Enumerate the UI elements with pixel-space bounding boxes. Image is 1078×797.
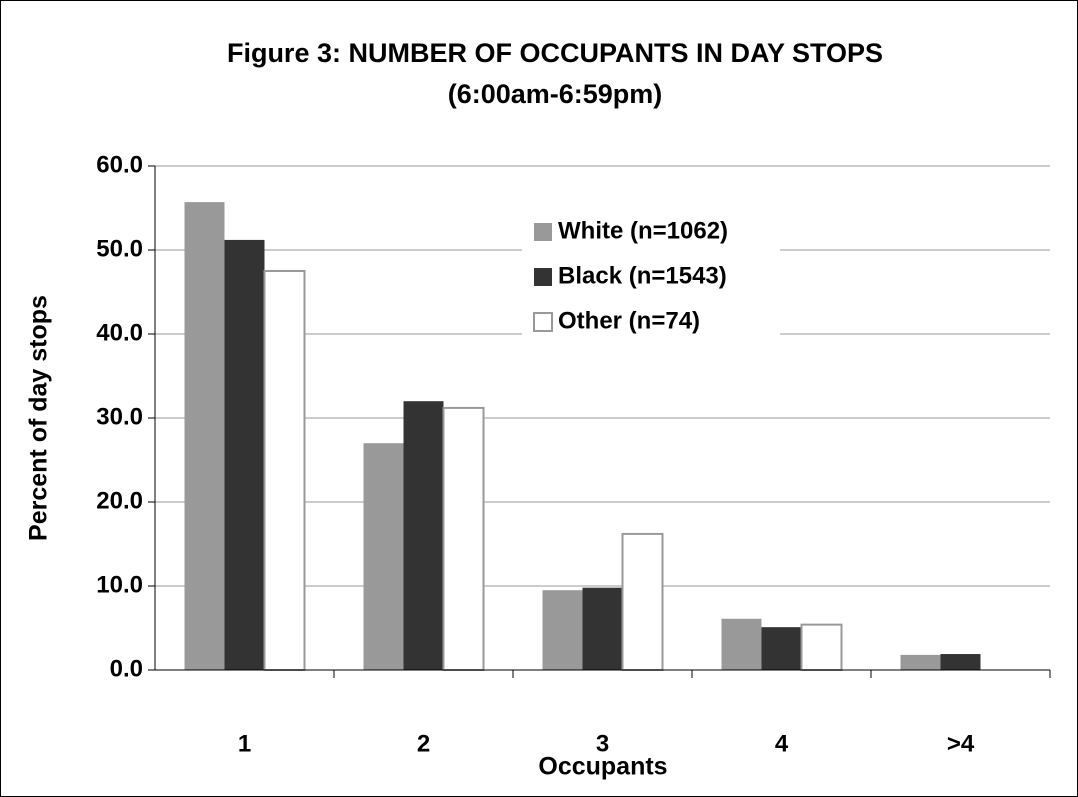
y-axis-label: Percent of day stops: [25, 295, 53, 541]
y-tick-label: 30.0: [96, 403, 143, 430]
bar: [363, 443, 404, 670]
bar: [403, 401, 444, 670]
legend-swatch: [533, 312, 553, 332]
bar: [621, 532, 664, 671]
x-tick-label: 2: [417, 730, 430, 757]
bar: [721, 618, 762, 670]
y-tick-label: 20.0: [96, 487, 143, 514]
x-tick-label: 1: [238, 730, 251, 757]
y-tick-label: 0.0: [110, 655, 143, 682]
bar: [582, 587, 623, 670]
bar: [761, 627, 802, 670]
bar: [542, 590, 583, 670]
bar: [263, 270, 306, 671]
x-tick-label: 3: [596, 730, 609, 757]
legend-label: White (n=1062): [558, 217, 728, 244]
bar: [940, 654, 981, 670]
legend-swatch: [534, 223, 552, 241]
x-tick-label: >4: [947, 730, 975, 757]
y-tick-label: 50.0: [96, 235, 143, 262]
bar: [184, 202, 225, 670]
legend-swatch: [534, 268, 552, 286]
chart-title: Figure 3: NUMBER OF OCCUPANTS IN DAY STO…: [227, 38, 883, 68]
legend-label: Black (n=1543): [558, 262, 727, 289]
y-tick-label: 40.0: [96, 319, 143, 346]
legend-label: Other (n=74): [558, 307, 700, 334]
y-tick-label: 60.0: [96, 151, 143, 178]
bar: [800, 623, 843, 672]
bar: [224, 239, 265, 671]
y-tick-label: 10.0: [96, 571, 143, 598]
legend-box: [522, 210, 780, 345]
bar: [900, 654, 941, 670]
x-axis-label: Occupants: [538, 753, 667, 781]
bar: [442, 406, 485, 671]
x-tick-label: 4: [775, 730, 789, 757]
chart-subtitle: (6:00am-6:59pm): [448, 79, 663, 109]
